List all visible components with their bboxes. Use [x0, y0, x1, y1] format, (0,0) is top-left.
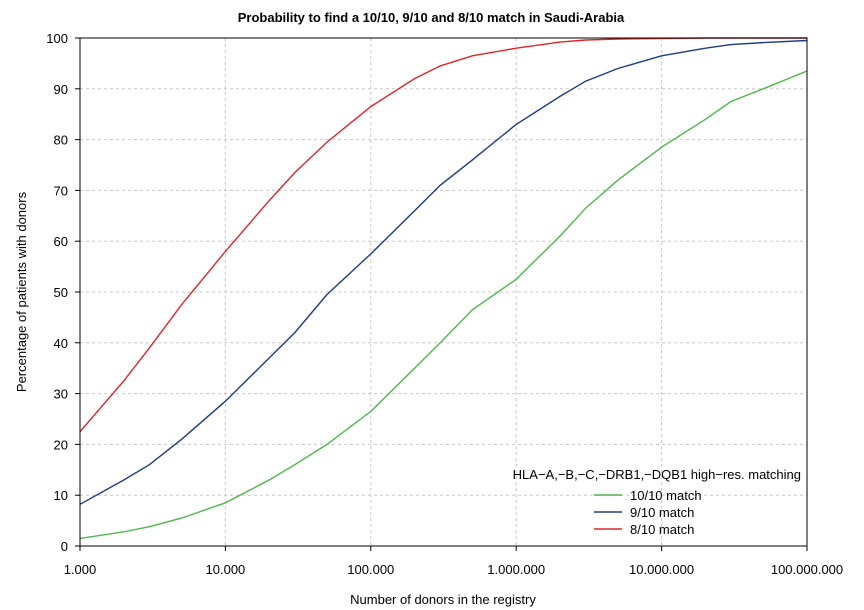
legend-title: HLA−A,−B,−C,−DRB1,−DQB1 high−res. matchi…	[513, 467, 801, 482]
y-tick-label: 60	[54, 234, 68, 249]
y-axis: 0 10 20 30 40 50 60 70 80 90 100	[46, 31, 80, 554]
series-lines	[79, 37, 808, 540]
y-tick-label: 0	[61, 539, 68, 554]
chart-title: Probability to find a 10/10, 9/10 and 8/…	[238, 10, 625, 25]
y-tick-label: 70	[54, 183, 68, 198]
x-tick-label: 100.000	[347, 562, 394, 577]
legend-entry: 8/10 match	[630, 522, 694, 537]
y-axis-title: Percentage of patients with donors	[14, 191, 29, 392]
y-tick-label: 90	[54, 82, 68, 97]
grid	[80, 38, 807, 546]
x-tick-label: 1.000	[64, 562, 97, 577]
y-tick-label: 30	[54, 387, 68, 402]
y-tick-label: 80	[54, 133, 68, 148]
legend: HLA−A,−B,−C,−DRB1,−DQB1 high−res. matchi…	[513, 467, 801, 537]
y-tick-label: 100	[46, 31, 68, 46]
x-tick-label: 10.000	[206, 562, 246, 577]
x-axis-title: Number of donors in the registry	[350, 592, 536, 607]
x-tick-label: 10.000.000	[629, 562, 694, 577]
y-tick-label: 40	[54, 336, 68, 351]
x-axis: 1.000 10.000 100.000 1.000.000 10.000.000 100…	[64, 546, 843, 577]
series-line-3	[79, 37, 807, 433]
legend-entry: 9/10 match	[630, 505, 694, 520]
series-line-2	[79, 39, 808, 505]
y-tick-label: 10	[54, 488, 68, 503]
x-tick-label: 100.000.000	[771, 562, 843, 577]
y-tick-label: 20	[54, 437, 68, 452]
y-tick-label: 50	[54, 285, 68, 300]
legend-entry: 10/10 match	[630, 488, 702, 503]
series-line-1	[79, 70, 808, 540]
x-tick-label: 1.000.000	[487, 562, 545, 577]
